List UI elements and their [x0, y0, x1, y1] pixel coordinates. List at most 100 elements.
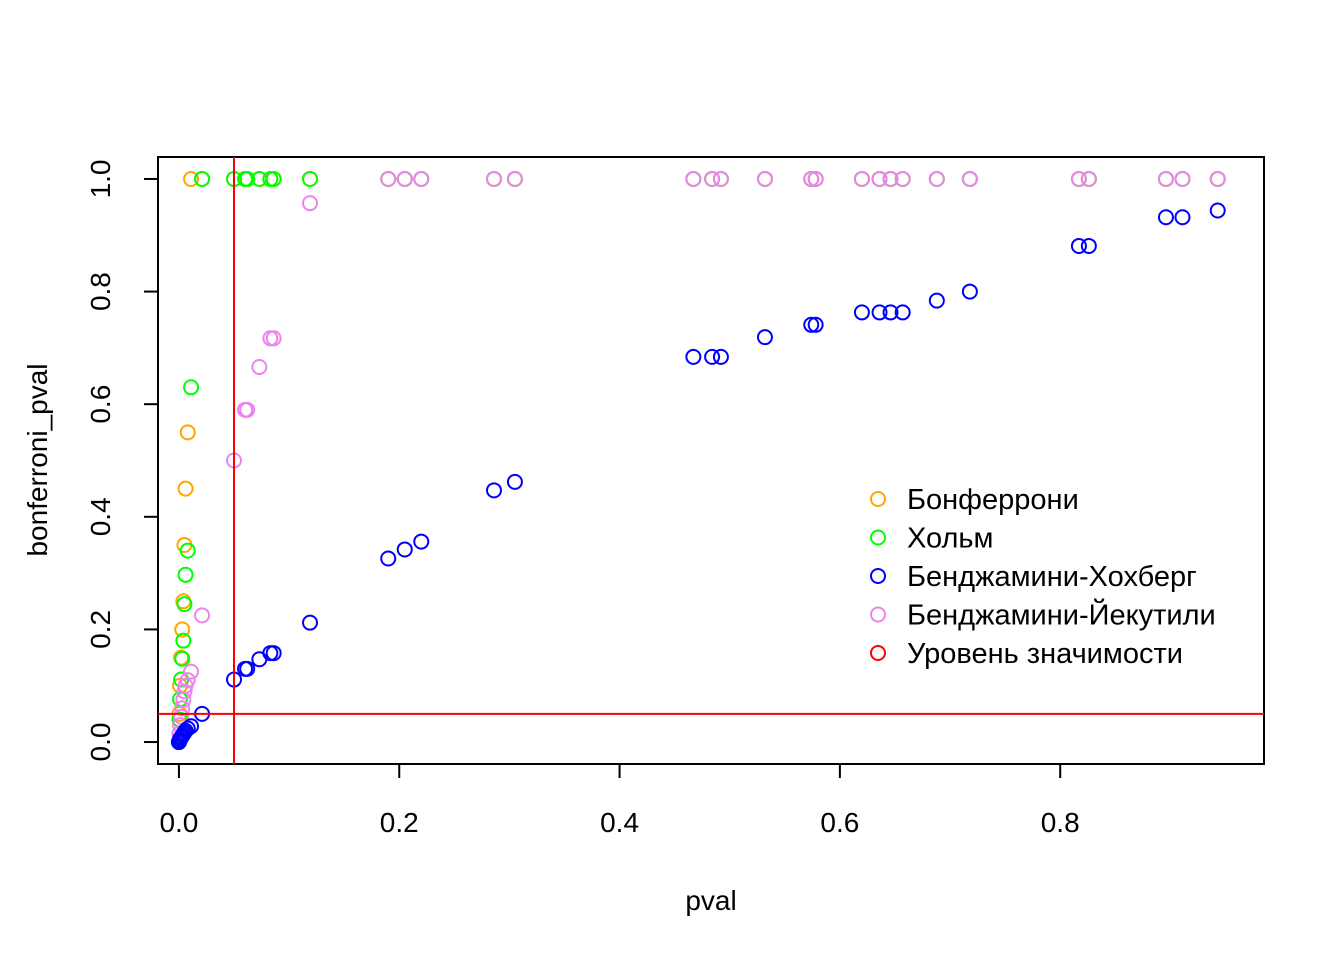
plot-frame: [157, 156, 1265, 765]
data-point: [1080, 237, 1097, 254]
data-point: [396, 541, 413, 558]
legend-label: Бенджамини-Хохберг: [907, 561, 1197, 593]
legend-marker: [870, 529, 886, 546]
data-point: [756, 329, 773, 346]
data-point: [803, 170, 820, 187]
legend-label: Бонферрони: [907, 484, 1079, 516]
data-point: [961, 283, 978, 300]
data-point: [183, 718, 200, 735]
data-point: [239, 170, 256, 187]
x-tick-label: 0.6: [820, 807, 859, 838]
y-axis-label: bonferroni_pval: [22, 363, 53, 556]
data-point: [894, 304, 911, 321]
data-point: [302, 170, 319, 187]
data-point: [179, 542, 196, 559]
x-axis-label: pval: [685, 885, 736, 916]
data-point: [1157, 209, 1174, 226]
data-point: [174, 650, 191, 667]
legend: Бонферрони Хольм Бенджамини-Хохберг Бенджам…: [870, 484, 1216, 670]
y-tick-label: 0.2: [85, 610, 116, 649]
data-point: [506, 473, 523, 490]
data-point: [1080, 170, 1097, 187]
data-point: [1070, 237, 1087, 254]
data-point: [176, 596, 193, 613]
data-point: [882, 304, 899, 321]
data-point: [179, 424, 196, 441]
data-point: [380, 550, 397, 567]
x-tick-label: 0.8: [1041, 807, 1080, 838]
legend-label: Бенджамини-Йекутили: [907, 598, 1216, 632]
data-point: [871, 170, 888, 187]
data-point: [485, 170, 502, 187]
y-tick-label: 0.4: [85, 497, 116, 536]
data-point: [871, 304, 888, 321]
data-point: [239, 660, 256, 677]
data-point: [413, 533, 430, 550]
data-point: [177, 480, 194, 497]
data-point: [265, 645, 282, 662]
data-point: [803, 316, 820, 333]
data-point: [506, 170, 523, 187]
data-point: [712, 170, 729, 187]
data-point: [704, 170, 721, 187]
data-point: [183, 663, 200, 680]
legend-label: Хольм: [907, 523, 993, 555]
x-axis: 0.0 0.2 0.4 0.6 0.8: [159, 764, 1080, 838]
data-point: [179, 672, 196, 689]
data-point: [174, 700, 191, 717]
legend-marker: [870, 568, 886, 584]
data-point: [177, 566, 194, 583]
data-point: [1209, 170, 1226, 187]
data-point: [894, 170, 911, 187]
data-point: [302, 195, 319, 212]
data-point: [265, 170, 282, 187]
significance-lines: [158, 157, 1264, 764]
x-tick-label: 0.0: [159, 807, 198, 838]
data-point: [302, 614, 319, 631]
data-point: [183, 170, 200, 187]
data-point: [176, 683, 193, 700]
data-point: [685, 348, 702, 365]
data-point: [173, 708, 190, 725]
data-point: [712, 348, 729, 365]
x-tick-label: 0.2: [380, 807, 419, 838]
data-point: [704, 348, 721, 365]
data-point: [928, 292, 945, 309]
legend-marker: [870, 645, 886, 661]
y-tick-label: 0.8: [85, 272, 116, 311]
data-point: [194, 607, 211, 624]
legend-label: Уровень значимости: [907, 638, 1183, 670]
data-point: [174, 621, 191, 638]
y-tick-label: 0.6: [85, 385, 116, 424]
data-point: [265, 330, 282, 347]
legend-marker: [870, 606, 886, 623]
legend-marker: [870, 491, 886, 507]
data-point: [175, 632, 192, 649]
data-point: [1174, 209, 1191, 226]
x-tick-label: 0.4: [600, 807, 639, 838]
data-point: [485, 482, 502, 499]
data-point: [756, 170, 773, 187]
data-point: [882, 170, 899, 187]
data-point: [853, 304, 870, 321]
y-axis: 0.0 0.2 0.4 0.6 0.8 1.0: [85, 159, 158, 762]
data-point: [928, 170, 945, 187]
data-point: [807, 316, 824, 333]
data-point: [173, 649, 190, 666]
data-point: [396, 170, 413, 187]
data-point: [262, 330, 279, 347]
data-point: [807, 170, 824, 187]
y-tick-label: 1.0: [85, 159, 116, 198]
data-point: [194, 170, 211, 187]
data-point: [251, 359, 268, 376]
data-point: [1174, 170, 1191, 187]
data-point: [413, 170, 430, 187]
data-point: [183, 379, 200, 396]
data-point: [262, 645, 279, 662]
y-tick-label: 0.0: [85, 723, 116, 762]
data-point: [1157, 170, 1174, 187]
data-point: [239, 401, 256, 418]
data-point: [685, 170, 702, 187]
data-point: [1070, 170, 1087, 187]
